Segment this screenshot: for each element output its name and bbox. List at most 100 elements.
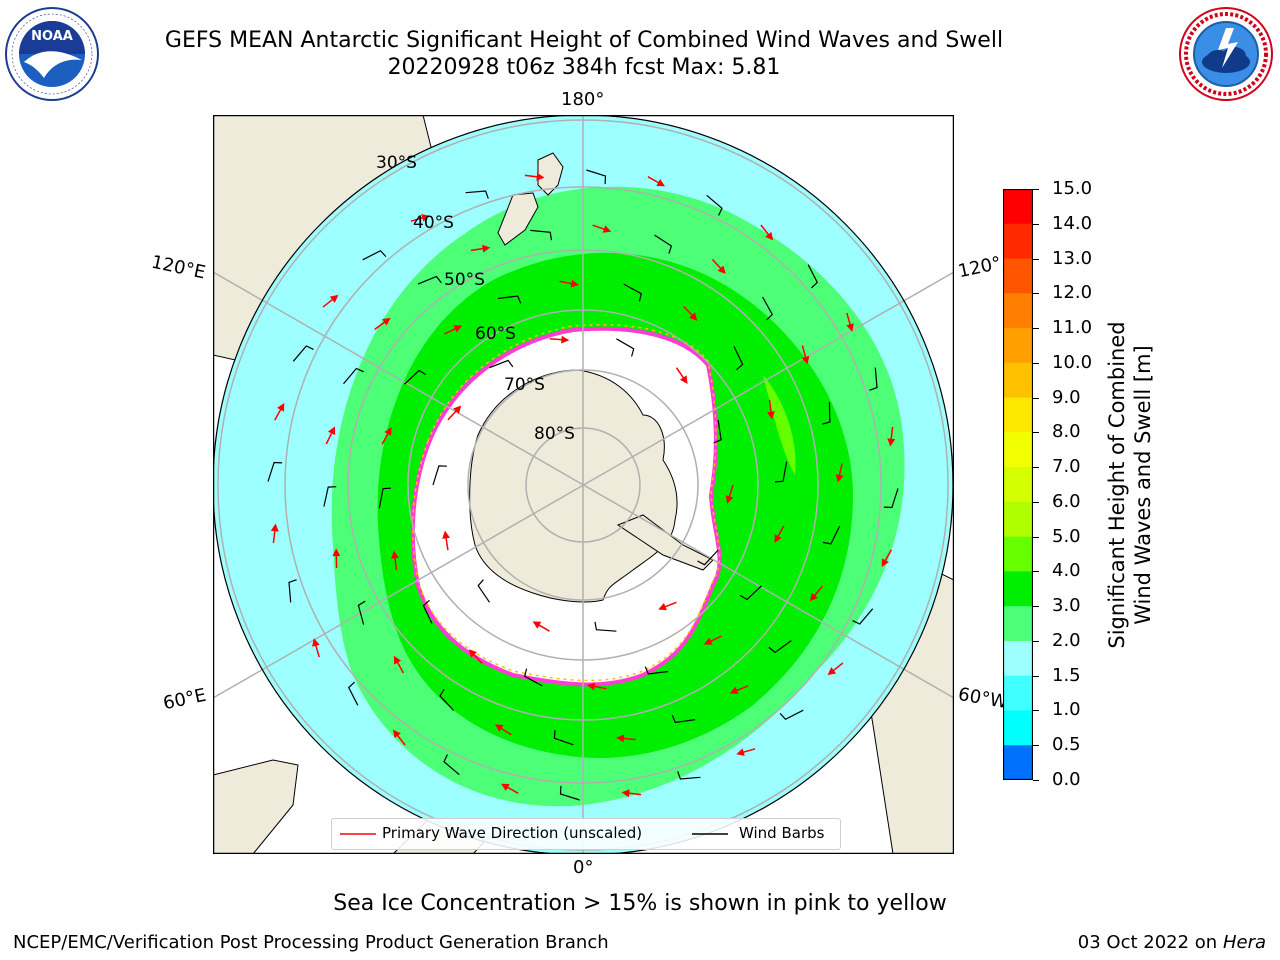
wind-barb — [807, 264, 819, 289]
wave-arrow-head — [602, 225, 612, 233]
colorbar-tick-label: 15.0 — [1052, 178, 1093, 199]
colorbar-tick-label: 1.5 — [1052, 664, 1081, 686]
footer-right: 03 Oct 2022 on Hera — [1078, 932, 1266, 953]
wind-barb — [323, 486, 337, 507]
colorbar-tick-label: 11.0 — [1052, 317, 1093, 339]
wave-arrow-head — [689, 312, 698, 321]
wind-barb — [362, 249, 387, 261]
map-legend: Primary Wave Direction (unscaled) Wind B… — [331, 818, 841, 850]
colorbar-tick-mark — [1033, 710, 1039, 712]
wind-barb — [586, 169, 607, 185]
wind-barb — [644, 666, 669, 675]
wind-barb — [869, 367, 878, 391]
colorbar-segment — [1003, 189, 1033, 225]
wave-arrow-head — [442, 530, 451, 539]
colorbar-label-line1: Significant Height of Combined — [1105, 321, 1129, 649]
nws-logo — [1178, 6, 1274, 102]
wind-barb — [883, 488, 899, 509]
colorbar-tick-label: 1.0 — [1052, 699, 1081, 721]
colorbar-segment — [1003, 258, 1033, 294]
new-zealand-south-land — [497, 192, 539, 246]
colorbar-tick-mark — [1033, 397, 1039, 399]
wind-barb — [774, 461, 788, 483]
wind-barb — [654, 234, 673, 254]
wave-arrow-head — [453, 325, 463, 333]
wind-barb — [762, 296, 774, 321]
wave-arrow-head — [801, 355, 810, 365]
colorbar-tick-label: 7.0 — [1052, 456, 1081, 478]
wave-arrow-head — [717, 265, 726, 274]
footer-machine: Hera — [1222, 932, 1266, 953]
colorbar-segment — [1003, 293, 1033, 329]
wave-direction-legend-icon — [340, 833, 376, 835]
wind-barb — [288, 579, 297, 603]
wind-barb — [677, 771, 701, 780]
wave-arrow-head — [312, 638, 320, 647]
wind-barb — [768, 640, 792, 654]
colorbar-tick-mark — [1033, 675, 1039, 677]
wind-barb — [292, 345, 314, 362]
colorbar-tick-mark — [1033, 189, 1039, 190]
colorbar-tick-mark — [1033, 293, 1039, 295]
wind-barb — [465, 190, 489, 199]
wind-barb — [347, 681, 359, 706]
wind-barb — [489, 359, 514, 369]
lon-label-60e: 60°E — [161, 684, 208, 715]
wind-barb — [623, 283, 642, 302]
wind-barb — [267, 461, 283, 482]
wind-barb — [733, 346, 744, 371]
wave-arrow-head — [494, 724, 504, 732]
wind-barb — [739, 585, 762, 601]
footer-left: NCEP/EMC/Verification Post Processing Pr… — [13, 932, 609, 953]
colorbar-tick-label: 10.0 — [1052, 351, 1093, 373]
wave-arrow-head — [835, 474, 844, 483]
wind-barb — [422, 599, 433, 624]
wave-arrow-head — [332, 548, 341, 557]
colorbar-tick-mark — [1033, 606, 1039, 608]
lat-label-80s: 80°S — [534, 424, 575, 444]
colorbar-tick-label: 8.0 — [1052, 421, 1081, 443]
wave-arrow-head — [616, 734, 625, 743]
colorbar-tick-mark — [1033, 258, 1039, 260]
wave-arrow-head — [621, 789, 630, 798]
polar-map-svg — [212, 114, 955, 855]
wind-barb — [404, 369, 427, 385]
colorbar-svg — [1002, 188, 1034, 781]
noaa-logo: NOAA — [4, 6, 100, 102]
wave-arrow-head — [453, 405, 462, 414]
colorbar-segment — [1003, 223, 1033, 260]
wave-arrow-head — [846, 323, 854, 332]
colorbar-segment — [1003, 571, 1033, 607]
wind-barb — [497, 295, 522, 304]
colorbar-tick-label: 6.0 — [1052, 490, 1081, 512]
wave-arrow-head — [421, 214, 430, 222]
colorbar-segment — [1003, 467, 1033, 503]
new-zealand-north-land — [537, 152, 564, 196]
wind-barb — [852, 608, 874, 625]
wind-barb — [524, 668, 543, 687]
colorbar-tick-mark — [1033, 780, 1039, 781]
colorbar-tick-label: 13.0 — [1052, 247, 1093, 269]
wave-arrow-head — [532, 621, 542, 629]
lat-label-30s: 30°S — [376, 153, 417, 173]
colorbar-tick-label: 12.0 — [1052, 282, 1093, 304]
wind-barb — [594, 621, 617, 632]
wind-barb — [432, 465, 447, 486]
wind-barb — [822, 525, 841, 545]
colorbar-segment — [1003, 606, 1033, 642]
colorbar-segment — [1003, 745, 1033, 781]
wind-barb — [443, 754, 460, 776]
colorbar-segment — [1003, 362, 1033, 399]
wave-arrow-head — [656, 179, 666, 187]
wave-arrow-head — [391, 550, 399, 559]
lat-label-50s: 50°S — [444, 270, 485, 290]
colorbar-segment — [1003, 328, 1033, 364]
wave-arrow-head — [827, 667, 837, 676]
wind-barb — [357, 600, 366, 625]
colorbar-tick-label: 4.0 — [1052, 560, 1081, 582]
wind-barb — [822, 401, 831, 425]
colorbar-tick-mark — [1033, 536, 1039, 538]
wave-arrow-head — [736, 748, 745, 756]
wind-barb — [713, 419, 722, 444]
lon-label-0: 0° — [573, 857, 594, 878]
